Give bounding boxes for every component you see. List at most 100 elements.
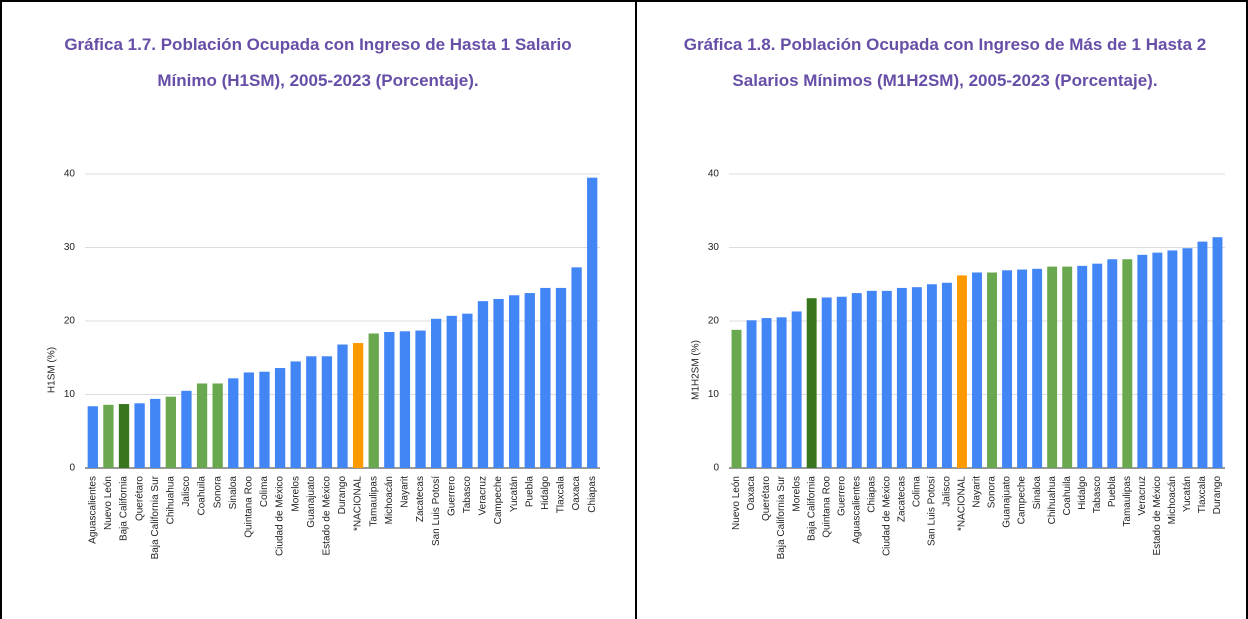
x-tick-label: Veracruz <box>1137 476 1148 515</box>
bar <box>1092 263 1103 468</box>
bar <box>941 282 952 468</box>
bar <box>150 398 161 468</box>
y-tick-label: 30 <box>64 242 76 253</box>
bar <box>446 315 457 468</box>
bar <box>540 287 551 468</box>
bar <box>791 311 802 468</box>
x-tick-label: Nuevo León <box>731 476 742 530</box>
x-tick-label: Coahuila <box>1062 476 1073 516</box>
y-axis-label: H1SM (%) <box>47 347 58 393</box>
bar <box>761 318 772 468</box>
x-tick-label: Guerrero <box>836 476 847 516</box>
x-tick-label: Baja California Sur <box>776 475 787 559</box>
bar <box>731 329 742 468</box>
x-tick-label: Guanajuato <box>1002 476 1013 528</box>
bar <box>1182 248 1193 468</box>
bar <box>1167 250 1178 468</box>
bar <box>196 383 208 468</box>
x-tick-label: Tlaxcala <box>556 476 567 514</box>
bar <box>555 287 567 468</box>
y-tick-label: 20 <box>64 316 76 327</box>
x-tick-label: Ciudad de México <box>275 476 286 556</box>
bar <box>87 406 98 468</box>
x-tick-label: Aguascalientes <box>87 476 98 544</box>
x-tick-label: Quintana Roo <box>244 476 255 538</box>
x-tick-label: Zacatecas <box>896 476 907 522</box>
bar <box>746 320 757 468</box>
bar <box>165 396 176 468</box>
x-tick-label: Nuevo León <box>103 476 114 530</box>
bar <box>1002 270 1013 468</box>
x-tick-label: Michoacán <box>384 476 395 524</box>
bar <box>524 293 535 468</box>
x-tick-label: Sonora <box>987 476 998 509</box>
bar <box>896 287 907 468</box>
x-tick-label: Tabasco <box>1092 476 1103 514</box>
bar <box>1137 254 1148 468</box>
x-tick-label: Morelos <box>290 476 301 512</box>
x-tick-label: Tamaulipas <box>368 476 379 527</box>
x-tick-label: *NACIONAL <box>957 476 968 531</box>
x-tick-label: Hidalgo <box>540 476 551 510</box>
x-tick-label: Querétaro <box>134 476 145 521</box>
chart-title: Gráfica 1.7. Población Ocupada con Ingre… <box>64 35 572 90</box>
bar <box>384 332 395 468</box>
bar <box>134 403 145 468</box>
bar <box>1107 259 1118 468</box>
bar <box>1017 269 1028 468</box>
x-tick-label: Chihuahua <box>1047 476 1058 525</box>
bar <box>866 290 877 468</box>
bar <box>352 343 364 468</box>
x-tick-label: Tamaulipas <box>1122 476 1133 527</box>
bar <box>776 317 787 468</box>
bar <box>806 298 817 468</box>
x-tick-label: Tabasco <box>462 476 473 514</box>
x-tick-label: Sonora <box>212 476 223 509</box>
bar <box>1077 265 1088 468</box>
x-tick-label: Campeche <box>493 476 504 525</box>
x-tick-label: Jalisco <box>942 476 953 507</box>
bar <box>415 330 426 468</box>
bar <box>926 284 937 468</box>
bar <box>399 331 411 468</box>
x-tick-label: Chiapas <box>866 476 877 513</box>
bar <box>571 267 582 468</box>
bar <box>1032 268 1043 468</box>
bar <box>228 378 239 468</box>
y-tick-label: 10 <box>708 389 720 400</box>
x-tick-label: Chihuahua <box>165 476 176 525</box>
x-tick-label: Estado de México <box>322 476 333 556</box>
bar <box>306 356 317 468</box>
x-tick-label: Estado de México <box>1152 476 1163 556</box>
bar <box>430 318 442 468</box>
x-tick-label: Sinaloa <box>1032 476 1043 510</box>
y-tick-label: 30 <box>708 242 720 253</box>
y-tick-label: 0 <box>713 463 719 474</box>
bar <box>118 404 130 468</box>
x-tick-label: Baja California <box>806 476 817 541</box>
x-tick-label: Guerrero <box>446 476 457 516</box>
bar <box>321 356 333 468</box>
y-tick-label: 40 <box>708 169 720 180</box>
bar <box>509 295 520 468</box>
bar <box>881 290 892 468</box>
x-tick-label: Jalisco <box>181 476 192 507</box>
bar <box>1197 241 1208 468</box>
x-tick-label: Quintana Roo <box>821 476 832 538</box>
x-tick-label: Campeche <box>1017 476 1028 525</box>
x-tick-label: Puebla <box>524 476 535 508</box>
y-axis-label: M1H2SM (%) <box>691 340 702 400</box>
chart-title: Gráfica 1.8. Población Ocupada con Ingre… <box>683 35 1207 90</box>
bar <box>1062 266 1073 468</box>
y-tick-label: 10 <box>64 389 76 400</box>
bar <box>1152 252 1163 468</box>
bar <box>957 275 967 468</box>
y-tick-label: 0 <box>69 463 75 474</box>
bar <box>987 272 997 468</box>
x-tick-label: Tlaxcala <box>1197 476 1208 514</box>
y-tick-label: 20 <box>708 316 720 327</box>
x-tick-label: Yucatán <box>1182 476 1193 512</box>
x-tick-label: Baja California Sur <box>150 475 161 559</box>
